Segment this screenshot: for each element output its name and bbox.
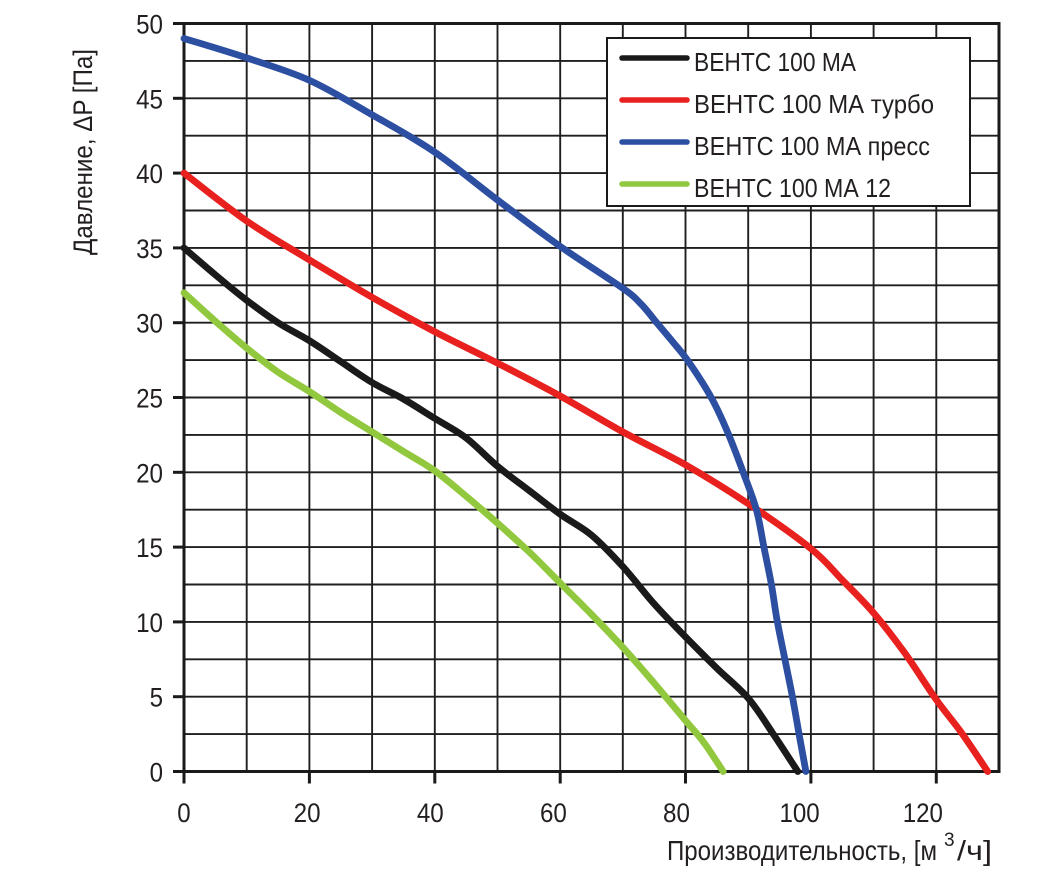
svg-text:ВЕНТС 100 МА 12: ВЕНТС 100 МА 12: [694, 173, 891, 203]
svg-text:Производительность, [м: Производительность, [м: [667, 835, 937, 866]
svg-text:/ч]: /ч]: [957, 835, 992, 866]
svg-text:100: 100: [780, 798, 820, 828]
svg-text:5: 5: [150, 683, 163, 713]
svg-text:35: 35: [136, 234, 163, 264]
svg-text:ВЕНТС 100 МА турбо: ВЕНТС 100 МА турбо: [694, 89, 934, 119]
svg-text:40: 40: [417, 798, 444, 828]
svg-text:80: 80: [663, 798, 690, 828]
svg-text:45: 45: [136, 84, 163, 114]
svg-text:10: 10: [136, 608, 163, 638]
svg-text:ВЕНТС 100 МА пресс: ВЕНТС 100 МА пресс: [694, 131, 930, 161]
svg-text:3: 3: [944, 830, 955, 851]
svg-text:ВЕНТС 100 МА: ВЕНТС 100 МА: [694, 47, 857, 77]
svg-text:0: 0: [177, 798, 190, 828]
svg-text:20: 20: [294, 798, 321, 828]
svg-text:25: 25: [136, 384, 163, 414]
svg-text:50: 50: [136, 10, 163, 40]
svg-text:Давление, ΔP [Па]: Давление, ΔP [Па]: [68, 49, 98, 255]
svg-text:15: 15: [136, 533, 163, 563]
svg-text:40: 40: [136, 159, 163, 189]
svg-text:20: 20: [136, 458, 163, 488]
svg-text:120: 120: [903, 798, 943, 828]
svg-text:30: 30: [136, 309, 163, 339]
svg-text:0: 0: [150, 758, 163, 788]
svg-text:60: 60: [540, 798, 567, 828]
